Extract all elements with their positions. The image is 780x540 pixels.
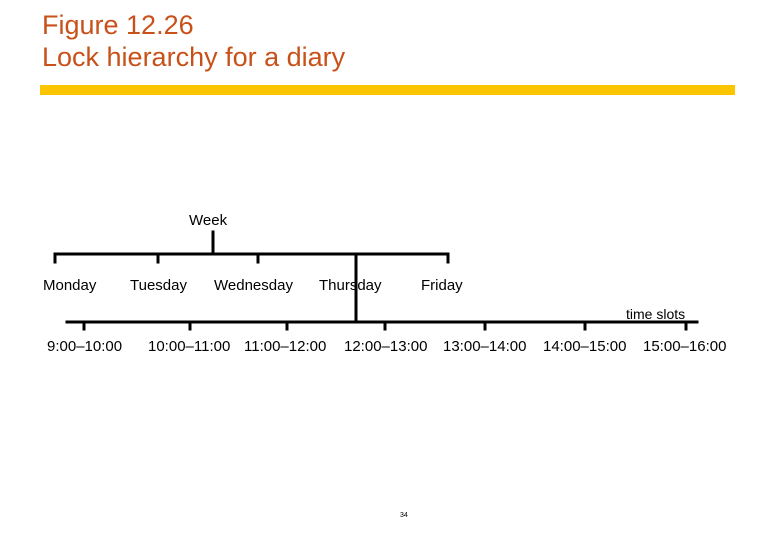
- node-week: Week: [189, 212, 228, 229]
- node-slot-1: 9:00–10:00: [47, 338, 123, 355]
- node-day-wednesday: Wednesday: [214, 277, 293, 294]
- node-day-monday: Monday: [43, 277, 97, 294]
- figure-title: Figure 12.26 Lock hierarchy for a diary: [42, 9, 345, 73]
- node-slot-7: 15:00–16:00: [643, 338, 727, 355]
- time-slots-label: time slots: [626, 306, 686, 322]
- node-day-friday: Friday: [421, 277, 463, 294]
- node-slot-3: 11:00–12:00: [244, 338, 327, 355]
- page-number: 34: [400, 512, 408, 519]
- node-slot-5: 13:00–14:00: [443, 338, 527, 355]
- figure-number: Figure 12.26: [42, 10, 194, 40]
- figure-caption: Lock hierarchy for a diary: [42, 42, 346, 72]
- node-day-tuesday: Tuesday: [130, 277, 187, 294]
- node-day-thursday: Thursday: [319, 277, 382, 294]
- title-underline-rule: [40, 85, 735, 95]
- node-slot-2: 10:00–11:00: [148, 338, 231, 355]
- node-slot-6: 14:00–15:00: [543, 338, 627, 355]
- node-slot-4: 12:00–13:00: [344, 338, 428, 355]
